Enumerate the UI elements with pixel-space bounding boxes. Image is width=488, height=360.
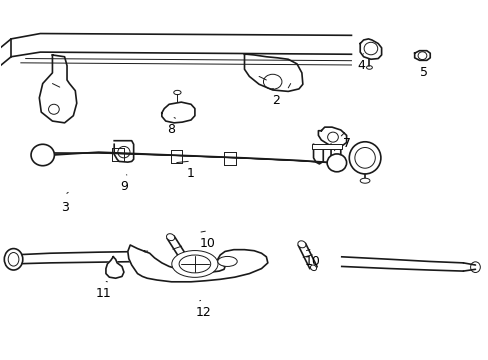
Text: 4: 4 xyxy=(357,59,365,72)
Ellipse shape xyxy=(310,265,316,271)
Ellipse shape xyxy=(326,154,346,172)
Text: 12: 12 xyxy=(195,306,211,319)
Bar xyxy=(311,144,341,149)
Ellipse shape xyxy=(4,249,23,270)
Text: 3: 3 xyxy=(61,202,68,215)
Ellipse shape xyxy=(348,142,380,174)
Text: 5: 5 xyxy=(420,66,427,79)
Ellipse shape xyxy=(31,144,54,166)
Ellipse shape xyxy=(171,251,218,277)
Ellipse shape xyxy=(297,241,305,248)
Text: 10: 10 xyxy=(304,255,320,268)
Text: 7: 7 xyxy=(342,137,350,150)
Ellipse shape xyxy=(360,178,369,183)
Polygon shape xyxy=(106,257,123,278)
Text: 11: 11 xyxy=(96,287,111,300)
Ellipse shape xyxy=(217,256,237,266)
Text: 6: 6 xyxy=(332,155,340,168)
Ellipse shape xyxy=(166,234,174,240)
Ellipse shape xyxy=(181,256,187,261)
Text: 9: 9 xyxy=(120,180,127,193)
Text: 1: 1 xyxy=(187,167,195,180)
Polygon shape xyxy=(127,245,267,282)
Text: 2: 2 xyxy=(272,94,280,107)
Text: 8: 8 xyxy=(167,123,175,136)
Text: 10: 10 xyxy=(200,237,216,250)
